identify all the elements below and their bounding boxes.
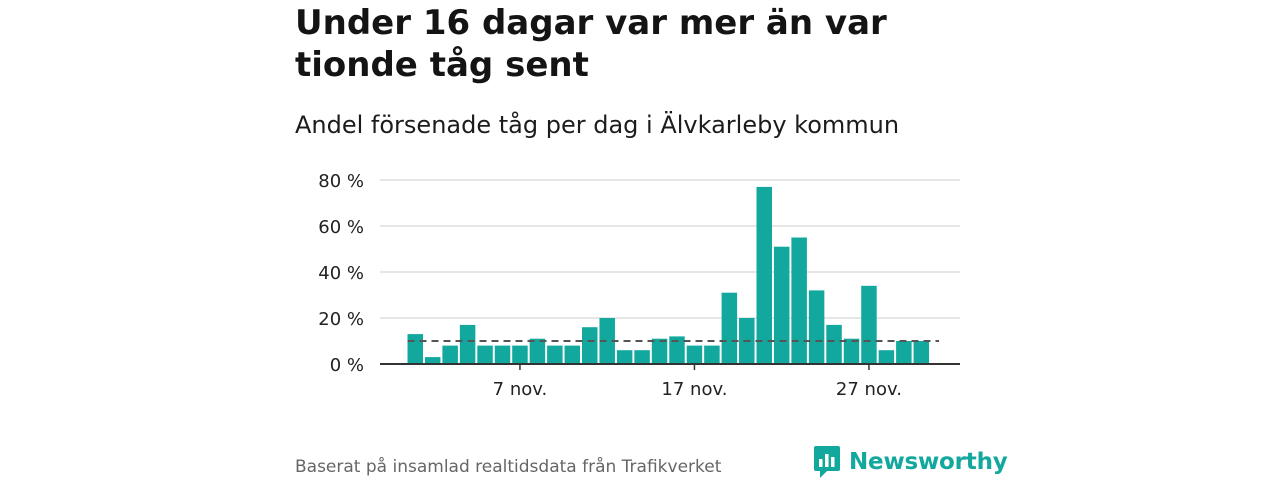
bar [494, 345, 511, 364]
x-tick-label: 27 nov. [836, 379, 902, 400]
bar [896, 341, 912, 364]
x-tick-label: 7 nov. [493, 379, 548, 400]
bar [791, 237, 807, 364]
bar [582, 327, 598, 364]
bar [547, 345, 563, 364]
y-tick-label: 60 % [318, 217, 364, 238]
bar [686, 345, 703, 364]
bar [442, 345, 458, 364]
bar [634, 350, 650, 364]
bar [651, 338, 668, 364]
bar-chart: 0 % 20 % 40 % 60 % 80 % 7 nov. 17 nov. 27 nov. [318, 171, 960, 400]
y-tick-label: 20 % [318, 309, 364, 330]
bar [704, 345, 720, 364]
y-tick-label: 40 % [318, 263, 364, 284]
chart-title: Under 16 dagar var mer än var tionde tåg… [295, 3, 887, 85]
bar [477, 345, 493, 364]
bar [564, 345, 581, 364]
bar [669, 336, 685, 364]
bar [529, 338, 546, 364]
bar [459, 324, 476, 364]
bar [843, 338, 860, 364]
bar [424, 357, 441, 364]
bar [878, 350, 895, 364]
chart-subtitle: Andel försenade tåg per dag i Älvkarleby… [295, 111, 900, 139]
x-tick-label: 17 nov. [661, 379, 727, 400]
axes: 0 % 20 % 40 % 60 % 80 % 7 nov. 17 nov. 27 nov. [318, 171, 960, 400]
logo-text: Newsworthy [849, 449, 1008, 475]
bar [773, 246, 790, 364]
y-tick-label: 80 % [318, 171, 364, 192]
bars [407, 186, 930, 364]
bar [721, 292, 738, 364]
bar [616, 350, 633, 364]
bar [826, 324, 842, 364]
bar [861, 285, 877, 364]
bar [512, 345, 528, 364]
newsworthy-logo-icon [814, 446, 840, 478]
bar [756, 186, 772, 364]
bar [599, 318, 615, 364]
source-note: Baserat på insamlad realtidsdata från Tr… [295, 457, 722, 477]
bar [913, 341, 930, 364]
bar [407, 334, 423, 364]
bar [808, 290, 825, 364]
newsworthy-logo: Newsworthy [813, 445, 1008, 479]
y-tick-label: 0 % [330, 355, 364, 376]
